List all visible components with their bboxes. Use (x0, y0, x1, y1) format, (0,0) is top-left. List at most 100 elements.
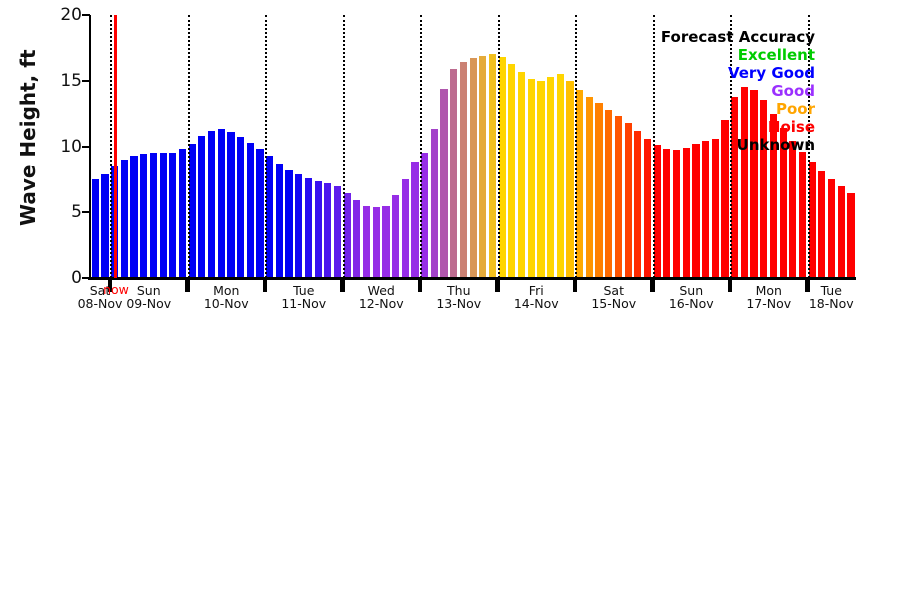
wave-height-bar (401, 179, 409, 278)
wave-height-bar (566, 80, 574, 278)
wave-height-bar (372, 206, 380, 278)
wave-height-bar (576, 89, 584, 278)
legend-item-very-good: Very Good (727, 64, 815, 82)
wave-height-bar (159, 153, 167, 278)
x-axis-date-label: 12-Nov (358, 296, 404, 311)
wave-height-bar (314, 180, 322, 278)
wave-height-bar (643, 138, 652, 278)
day-boundary-gridline (652, 15, 655, 278)
wave-height-bar (227, 132, 235, 278)
wave-height-bar (149, 153, 157, 278)
legend-item-unknown: Unknown (736, 136, 815, 154)
y-axis-tick (82, 211, 90, 214)
x-axis-date-label: 10-Nov (203, 296, 249, 311)
y-axis-tick (82, 14, 90, 16)
legend-item-noise: Noise (767, 118, 815, 136)
wave-height-bar (702, 141, 710, 278)
y-axis-tick (82, 277, 90, 279)
x-axis-date-label: 13-Nov (436, 296, 482, 311)
wave-height-bar (304, 178, 312, 278)
wave-height-bar (256, 149, 264, 278)
y-axis-tick (82, 145, 90, 148)
wave-height-bar (779, 128, 787, 278)
wave-height-bar (837, 185, 845, 278)
wave-height-bar (769, 113, 777, 278)
day-boundary-tick (572, 279, 578, 292)
wave-height-bar (440, 88, 448, 278)
day-boundary-gridline (807, 15, 810, 278)
wave-height-bar (750, 89, 758, 278)
wave-height-bar (169, 153, 177, 278)
day-boundary-gridline (265, 15, 267, 278)
wave-height-bar (556, 74, 564, 278)
wave-height-bar (140, 154, 148, 278)
day-boundary-gridline (497, 15, 500, 278)
wave-height-bar (430, 129, 438, 278)
day-boundary-tick (727, 279, 733, 292)
x-axis-line (88, 277, 856, 280)
wave-height-bar (246, 142, 254, 278)
wave-height-bar (808, 162, 816, 278)
wave-height-bar (207, 130, 216, 278)
wave-height-bar (353, 200, 361, 278)
wave-height-bar (488, 54, 497, 278)
wave-height-bar (285, 170, 293, 278)
wave-height-bar (527, 79, 535, 278)
wave-height-bar (585, 96, 593, 278)
wave-height-bar (479, 55, 487, 278)
x-axis-weekday-label: Sat (89, 283, 111, 298)
wave-height-bar (392, 195, 400, 278)
y-axis-tick (82, 79, 90, 82)
wave-height-bar (614, 116, 622, 278)
wave-height-bar (847, 192, 855, 278)
x-axis-weekday-label: Thu (447, 283, 471, 298)
y-axis-tick-label: 10 (60, 136, 82, 157)
day-boundary-tick (805, 279, 810, 292)
wave-height-bar (760, 100, 768, 278)
now-marker-label: now (103, 282, 129, 297)
day-boundary-tick (107, 279, 113, 292)
wave-height-bar (692, 143, 700, 278)
wave-height-bar (711, 138, 719, 278)
wave-height-bar (362, 205, 371, 278)
wave-height-bar (663, 149, 671, 278)
wave-height-bar (421, 153, 429, 278)
day-boundary-gridline (420, 15, 422, 278)
wave-height-bar (295, 174, 303, 278)
wave-height-bar (653, 145, 661, 278)
x-axis-weekday-label: Wed (367, 283, 395, 298)
day-boundary-tick (340, 279, 345, 292)
wave-height-bar (120, 159, 128, 278)
x-axis-weekday-label: Tue (293, 283, 315, 298)
wave-height-bar (188, 143, 196, 278)
wave-height-bar (827, 179, 836, 278)
day-boundary-gridline (110, 15, 112, 278)
y-axis-tick-label: 5 (71, 202, 82, 223)
wave-height-bar (721, 120, 729, 278)
wave-height-bar (818, 171, 826, 278)
x-axis-date-label: 15-Nov (591, 296, 637, 311)
x-axis-date-label: 18-Nov (808, 296, 854, 311)
wave-height-bar (517, 71, 526, 278)
wave-height-bar (333, 185, 342, 278)
x-axis-date-label: 08-Nov (77, 296, 123, 311)
day-boundary-tick (495, 279, 500, 292)
x-axis-date-label: 09-Nov (126, 296, 172, 311)
legend-item-forecast-accuracy: Forecast Accuracy (660, 28, 815, 46)
x-axis-weekday-label: Fri (528, 283, 544, 298)
day-boundary-tick (417, 279, 423, 292)
legend-item-excellent: Excellent (737, 46, 815, 64)
x-axis-weekday-label: Sun (136, 283, 161, 298)
wave-height-bar (634, 130, 642, 278)
wave-height-bar (537, 80, 545, 278)
wave-height-bar (343, 192, 351, 278)
wave-height-bar (91, 179, 99, 278)
wave-height-bar (178, 149, 187, 278)
day-boundary-tick (650, 279, 655, 292)
wave-height-bar (382, 205, 390, 278)
wave-height-bar (237, 137, 245, 278)
x-axis-date-label: 14-Nov (513, 296, 559, 311)
y-axis-tick-label: 0 (71, 268, 82, 288)
legend-item-good: Good (771, 82, 815, 100)
now-marker-line (114, 15, 117, 278)
